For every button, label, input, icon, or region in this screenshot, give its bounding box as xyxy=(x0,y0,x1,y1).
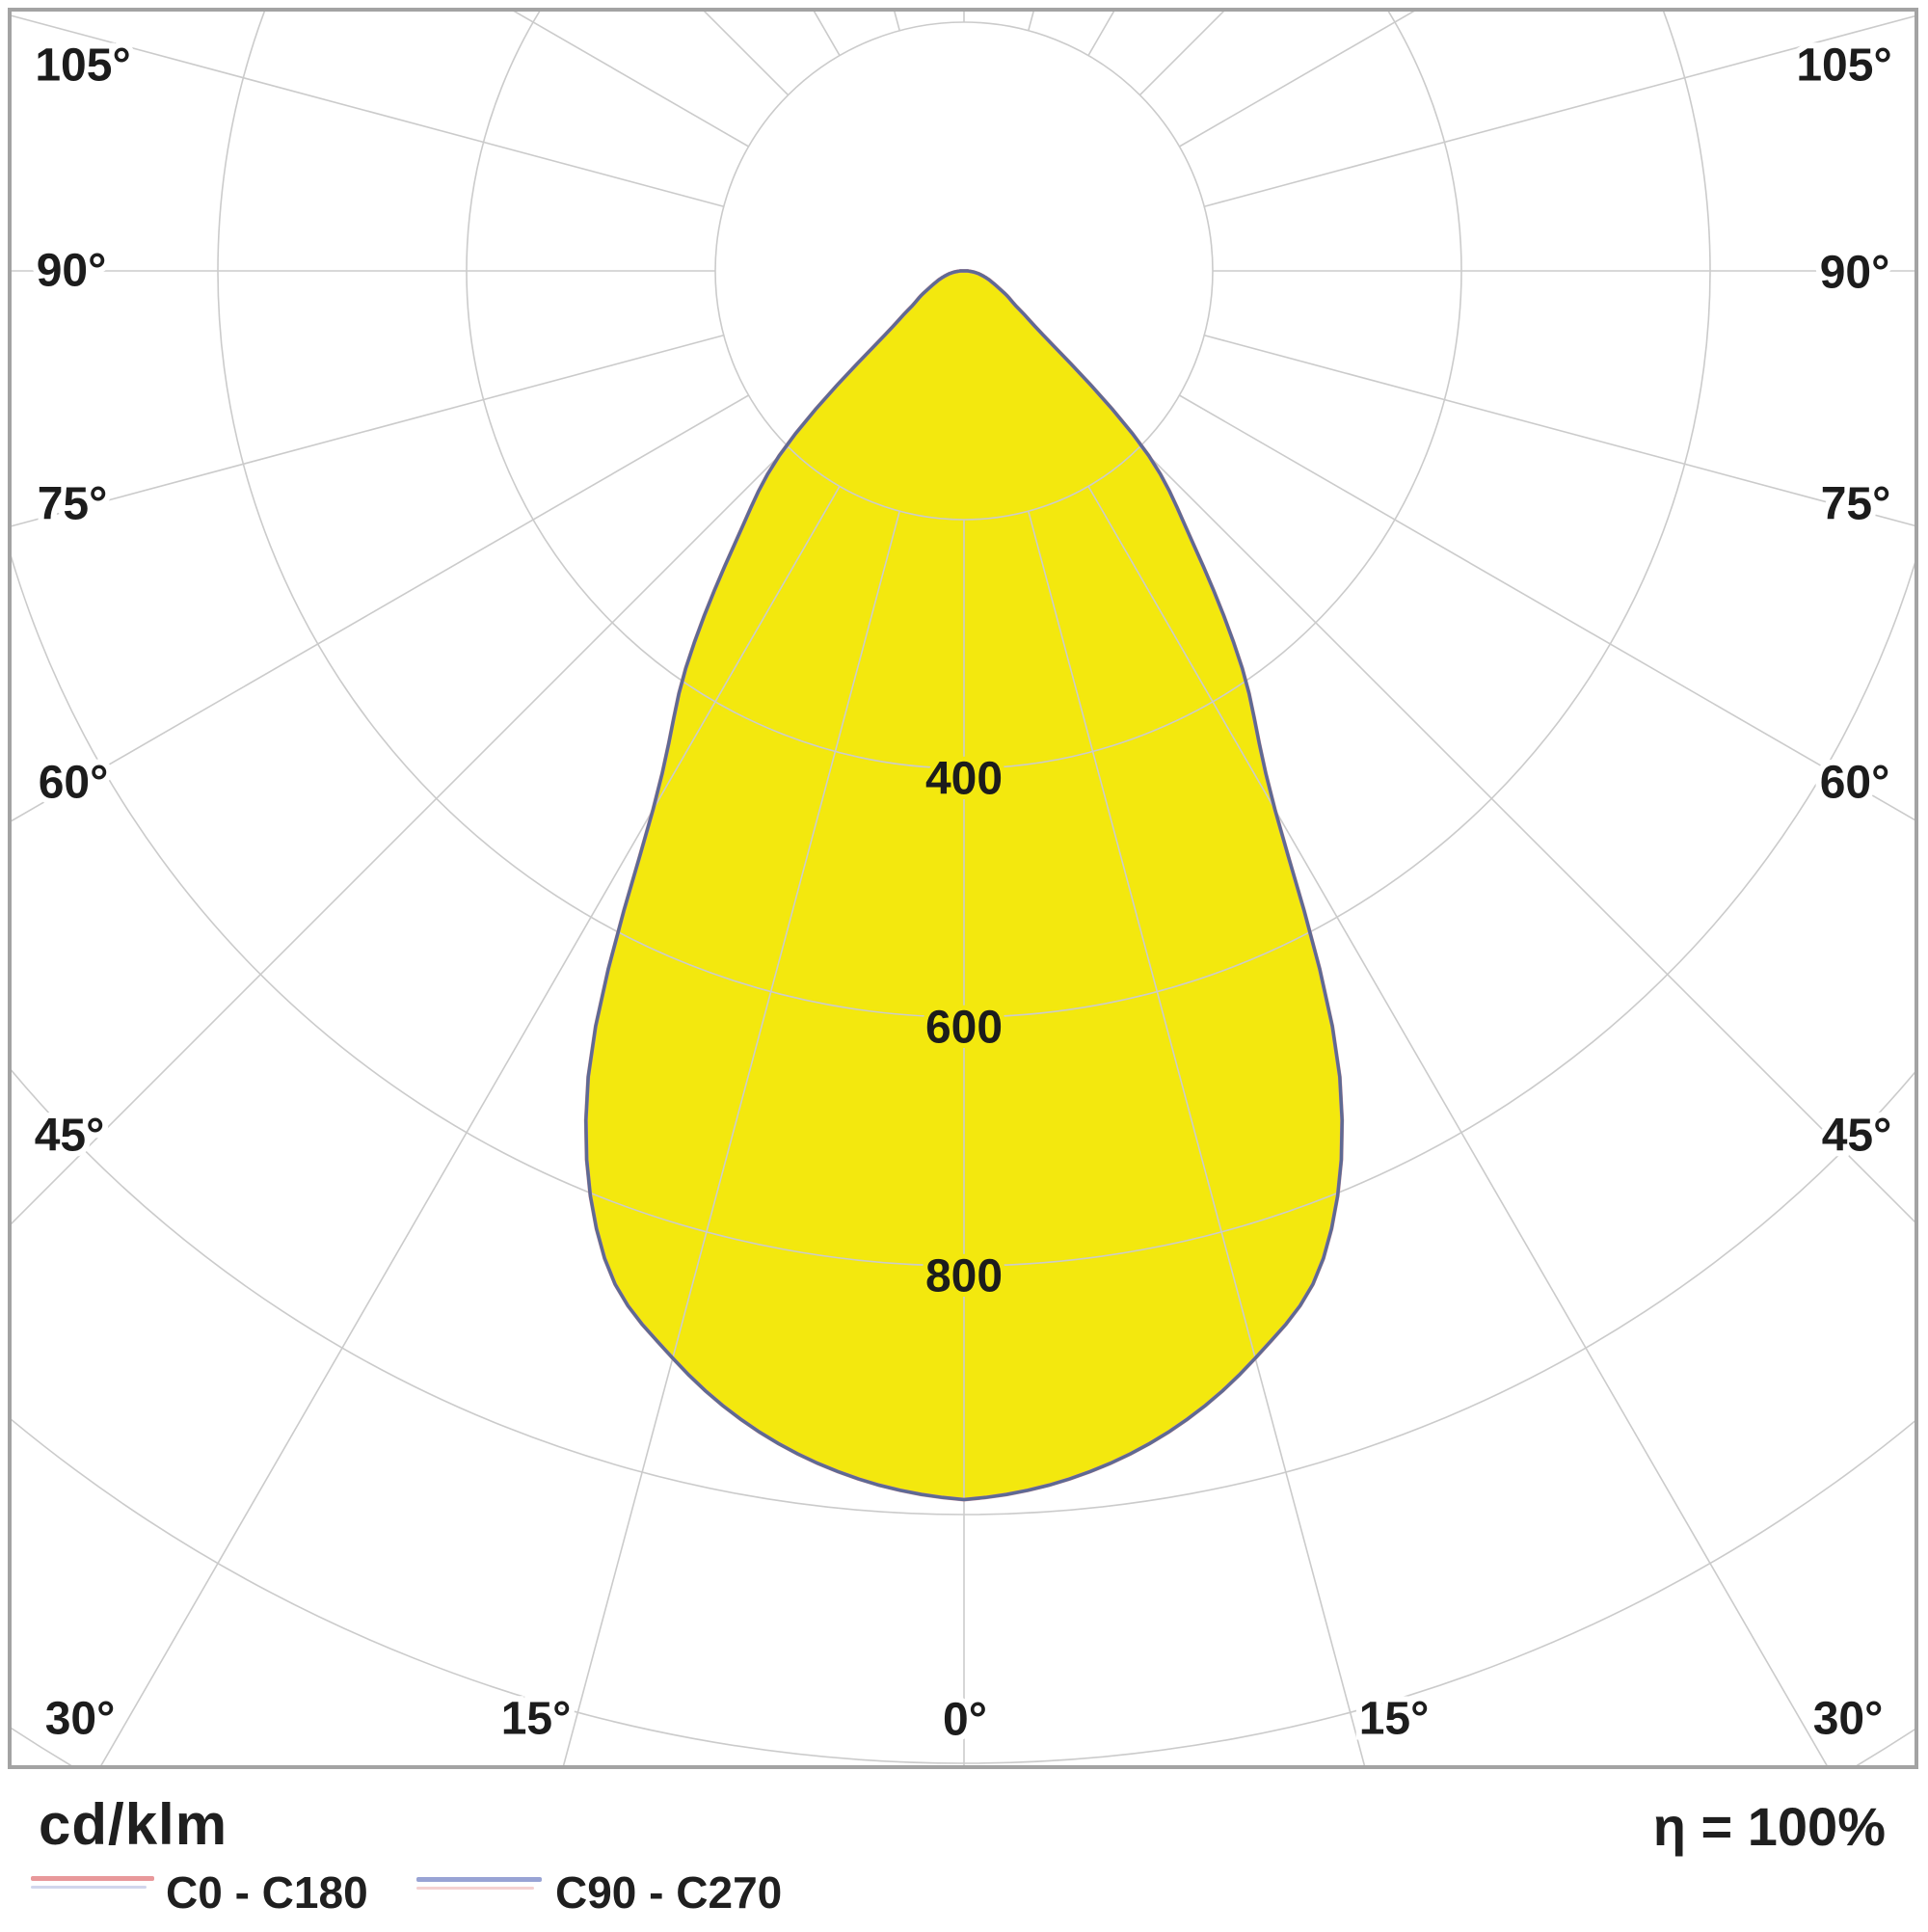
grid-spoke-105 xyxy=(1204,14,1915,207)
grid-spoke-315 xyxy=(12,445,790,1225)
ring-label-600: 600 xyxy=(925,1003,1003,1054)
legend-line-c90-c270 xyxy=(416,1877,542,1882)
legend-line-shadow xyxy=(416,1887,534,1890)
grid-spoke-45 xyxy=(1138,445,1915,1223)
grid-spoke-345 xyxy=(562,511,900,1765)
efficiency-value: η = 100% xyxy=(1652,1796,1886,1857)
legend-line-shadow xyxy=(31,1886,147,1889)
plot-frame xyxy=(8,8,1918,1769)
grid-spoke-285 xyxy=(12,335,724,527)
grid-spoke-255 xyxy=(12,14,724,207)
grid-spoke-60 xyxy=(1179,394,1915,821)
angle-label-4: 45° xyxy=(35,1111,105,1162)
angle-label-2: 75° xyxy=(38,479,108,530)
curve-c90-c270 xyxy=(584,269,1344,1502)
angle-label-14: 105° xyxy=(1796,40,1891,92)
angle-label-1: 90° xyxy=(37,246,107,297)
angle-label-5: 30° xyxy=(45,1694,116,1745)
angle-label-10: 45° xyxy=(1822,1111,1892,1162)
ring-label-800: 800 xyxy=(925,1251,1003,1302)
angle-label-12: 75° xyxy=(1821,479,1891,530)
ring-label-400: 400 xyxy=(925,754,1003,805)
legend-label-c90-c270: C90 - C270 xyxy=(555,1867,783,1918)
grid-spoke-75 xyxy=(1204,335,1915,527)
angle-label-7: 0° xyxy=(943,1695,987,1746)
legend: C0 - C180 C90 - C270 xyxy=(0,1859,1928,1918)
grid-spoke-300 xyxy=(12,394,749,822)
grid-spoke-15 xyxy=(1028,511,1366,1765)
angle-label-8: 15° xyxy=(1359,1694,1430,1745)
unit-label: cd/klm xyxy=(39,1792,228,1857)
angle-label-6: 15° xyxy=(501,1694,572,1745)
angle-label-0: 105° xyxy=(35,40,130,92)
angle-label-3: 60° xyxy=(39,758,109,809)
angle-label-13: 90° xyxy=(1820,248,1890,299)
angle-label-11: 60° xyxy=(1820,758,1890,809)
legend-line-c0-c180 xyxy=(31,1876,154,1881)
angle-label-9: 30° xyxy=(1813,1694,1884,1745)
legend-label-c0-c180: C0 - C180 xyxy=(166,1867,368,1918)
